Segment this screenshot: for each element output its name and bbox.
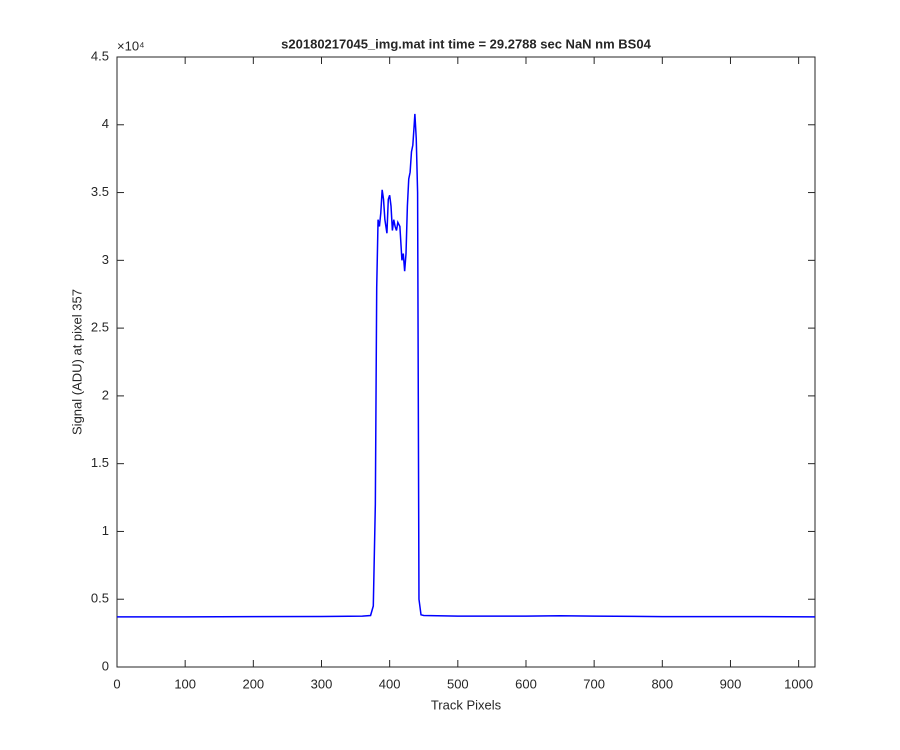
chart-title: s20180217045_img.mat int time = 29.2788 …	[281, 36, 651, 51]
y-tick-label: 4.5	[91, 48, 109, 63]
y-tick-label: 0	[102, 658, 109, 673]
y-tick-label: 2	[102, 387, 109, 402]
x-tick-label: 500	[447, 676, 469, 691]
x-tick-label: 800	[651, 676, 673, 691]
x-tick-label: 700	[583, 676, 605, 691]
line-series	[117, 113, 816, 618]
y-tick-label: 1	[102, 523, 109, 538]
y-tick-label: 0.5	[91, 591, 109, 606]
y-tick-label: 3.5	[91, 184, 109, 199]
y-tick-label: 3	[102, 252, 109, 267]
x-axis-label: Track Pixels	[431, 697, 502, 712]
x-tick-label: 1000	[784, 676, 813, 691]
y-tick-label: 1.5	[91, 455, 109, 470]
y-axis-label: Signal (ADU) at pixel 357	[69, 289, 84, 435]
y-tick-label: 2.5	[91, 320, 109, 335]
plot-box	[116, 56, 816, 668]
x-tick-label: 100	[174, 676, 196, 691]
y-tick-label: 4	[102, 116, 109, 131]
x-tick-label: 0	[113, 676, 120, 691]
x-tick-label: 200	[242, 676, 264, 691]
x-tick-label: 300	[311, 676, 333, 691]
x-tick-label: 600	[515, 676, 537, 691]
x-tick-label: 900	[720, 676, 742, 691]
x-tick-label: 400	[379, 676, 401, 691]
y-exponent: ×10⁴	[117, 38, 145, 53]
